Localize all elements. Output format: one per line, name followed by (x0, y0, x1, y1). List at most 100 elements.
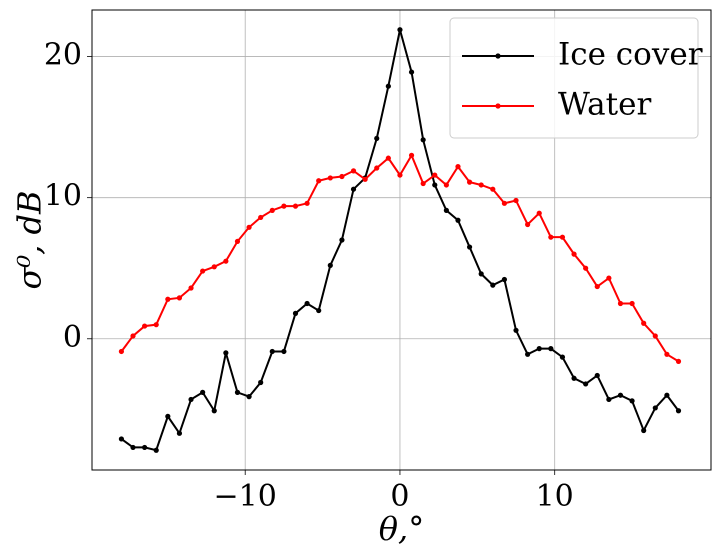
point (269, 348, 275, 355)
point (490, 282, 496, 288)
point (281, 203, 287, 209)
point (234, 238, 241, 245)
point (327, 175, 333, 181)
point (200, 268, 206, 274)
point (130, 444, 136, 451)
x-tick-label: 0 (390, 479, 409, 514)
point (234, 389, 241, 395)
point (455, 217, 461, 223)
point (339, 237, 345, 243)
point (142, 323, 148, 329)
y-tick-label: 0 (63, 320, 82, 355)
point (432, 182, 438, 188)
point (594, 372, 600, 379)
point (466, 244, 473, 250)
point (525, 351, 531, 357)
point (408, 152, 415, 158)
point (617, 392, 624, 398)
point (165, 296, 171, 302)
point (664, 351, 670, 357)
point (525, 221, 531, 228)
point (641, 427, 647, 434)
y-tick-label: 20 (44, 38, 82, 73)
point (420, 137, 426, 143)
legend-label: Water (558, 87, 651, 123)
point (501, 276, 508, 283)
point (304, 300, 310, 307)
point (559, 234, 566, 240)
point (223, 258, 229, 264)
point (211, 264, 217, 270)
point (200, 389, 206, 395)
plot-frame (91, 9, 712, 471)
point (606, 275, 612, 281)
point (466, 179, 473, 185)
point (188, 396, 194, 403)
point (617, 300, 624, 307)
point (571, 251, 577, 257)
point (385, 83, 391, 89)
point (350, 186, 357, 192)
point (548, 346, 554, 352)
point (258, 379, 264, 386)
point (513, 197, 519, 204)
point (536, 346, 542, 352)
point (455, 164, 461, 170)
point (292, 310, 299, 316)
legend-marker (495, 53, 501, 59)
point (443, 182, 449, 188)
x-tick-label: 10 (536, 479, 574, 514)
point (478, 271, 484, 277)
point (374, 135, 380, 142)
point (397, 172, 403, 178)
point (223, 350, 229, 356)
point (176, 295, 183, 301)
x-tick-label: −10 (214, 479, 277, 514)
point (118, 436, 125, 442)
point (362, 176, 368, 182)
point (606, 396, 612, 403)
point (304, 200, 310, 206)
point (188, 285, 194, 291)
point (142, 444, 148, 451)
legend-marker (495, 103, 501, 109)
point (478, 182, 484, 188)
point (583, 381, 589, 387)
point (443, 207, 449, 213)
point (153, 447, 159, 453)
point (316, 178, 322, 184)
point (652, 333, 658, 339)
point (281, 348, 287, 355)
point (165, 413, 171, 419)
point (571, 375, 577, 381)
point (664, 392, 670, 398)
point (675, 358, 682, 364)
point (408, 69, 415, 75)
point (258, 214, 264, 221)
point (501, 200, 508, 206)
point (641, 320, 647, 326)
point (339, 173, 345, 180)
point (675, 408, 682, 414)
point (629, 398, 635, 404)
point (385, 155, 391, 161)
point (583, 265, 589, 271)
point (153, 322, 159, 328)
point (211, 408, 217, 414)
point (350, 168, 357, 174)
y-tick-label: 10 (44, 179, 82, 214)
point (559, 354, 566, 360)
legend-label: Ice cover (558, 37, 703, 73)
y-axis-label: σ⁰, dB (11, 190, 49, 289)
point (246, 224, 252, 230)
point (118, 348, 125, 355)
point (130, 333, 136, 339)
point (629, 300, 635, 307)
legend-box (449, 17, 699, 139)
point (327, 262, 333, 268)
x-axis-label: θ,° (379, 510, 424, 548)
point (536, 210, 542, 216)
point (292, 203, 299, 209)
point (490, 186, 496, 192)
point (374, 165, 380, 171)
